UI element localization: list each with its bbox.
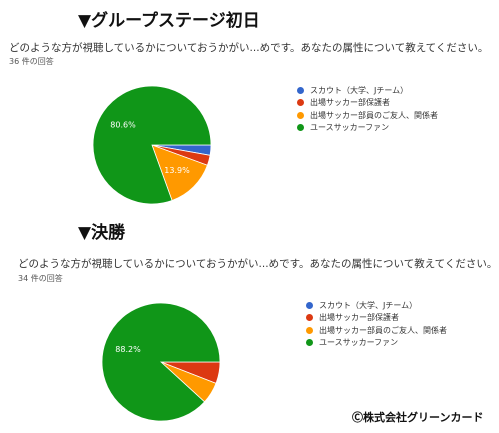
legend1-item-0: スカウト（大学、Jチーム）	[306, 299, 447, 312]
pie0-data-label-3: 80.6%	[110, 121, 136, 130]
pie0-data-label-2: 13.9%	[164, 166, 190, 175]
legend1-label-1: 出場サッカー部保護者	[319, 313, 399, 323]
legend1-item-1: 出場サッカー部保護者	[306, 312, 447, 325]
legend1-item-3: ユースサッカーファン	[306, 337, 447, 350]
section-1-response-count: 36 件の回答	[9, 57, 54, 66]
legend1-swatch-1	[306, 314, 313, 322]
legend0-label-3: ユースサッカーファン	[310, 123, 390, 133]
legend0-swatch-2	[297, 111, 304, 119]
pie0-slice-3	[92, 85, 212, 205]
legend1-label-3: ユースサッカーファン	[319, 338, 399, 348]
legend0-item-2: 出場サッカー部員のご友人、関係者	[297, 109, 438, 122]
legend0-label-2: 出場サッカー部員のご友人、関係者	[310, 110, 438, 120]
legend0-swatch-0	[297, 86, 304, 94]
legend0-label-1: 出場サッカー部保護者	[310, 98, 390, 108]
legend1-label-2: 出場サッカー部員のご友人、関係者	[319, 325, 447, 335]
pie-chart-group-stage: 13.9% 80.6%	[92, 85, 212, 205]
legend0-item-3: ユースサッカーファン	[297, 122, 438, 135]
legend-final: スカウト（大学、Jチーム） 出場サッカー部保護者出場サッカー部員のご友人、関係者ユ…	[306, 299, 447, 349]
legend0-item-0: スカウト（大学、Jチーム）	[297, 84, 438, 97]
legend1-swatch-2	[306, 326, 313, 334]
legend1-swatch-0	[306, 301, 313, 309]
legend-group-stage: スカウト（大学、Jチーム） 出場サッカー部保護者出場サッカー部員のご友人、関係者ユ…	[297, 84, 438, 134]
section-1-question: どのような方が視聴しているかについておうかがい...めです。あなたの属性について…	[9, 42, 489, 54]
legend1-swatch-3	[306, 339, 313, 347]
legend1-item-2: 出場サッカー部員のご友人、関係者	[306, 324, 447, 337]
legend0-swatch-3	[297, 124, 304, 132]
pie1-data-label-3: 88.2%	[115, 345, 141, 354]
legend0-item-1: 出場サッカー部保護者	[297, 97, 438, 110]
legend0-label-0: スカウト（大学、Jチーム）	[310, 85, 409, 95]
pie1-slice-3	[101, 302, 221, 422]
pie-chart-final: 88.2%	[101, 302, 221, 422]
legend0-swatch-1	[297, 99, 304, 107]
section-1-heading: ▼グループステージ初日	[78, 11, 260, 31]
section-2-question: どのような方が視聴しているかについておうかがい...めです。あなたの属性について…	[18, 258, 498, 270]
pie0-slice-2	[151, 144, 208, 202]
section-2-heading: ▼決勝	[78, 223, 126, 243]
section-2-response-count: 34 件の回答	[18, 274, 63, 283]
legend1-label-0: スカウト（大学、Jチーム）	[319, 300, 418, 310]
copyright-credit: Ⓒ株式会社グリーンカード	[352, 411, 484, 424]
